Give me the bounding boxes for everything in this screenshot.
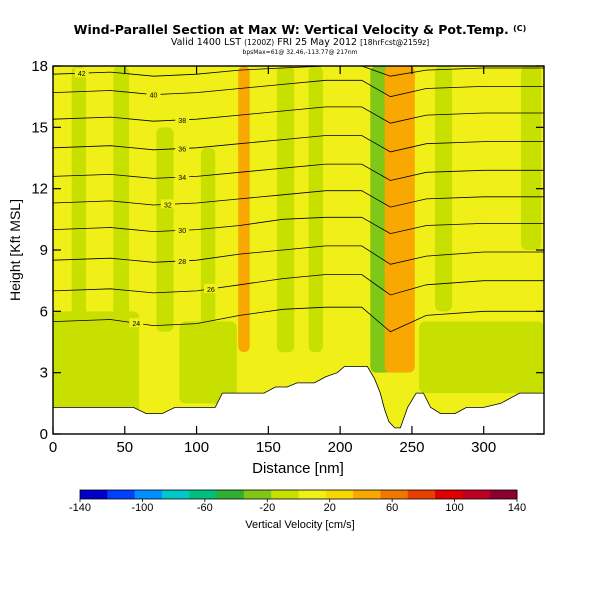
colorbar-tick-label: -100 [131, 502, 153, 514]
colorbar-swatch [271, 490, 299, 499]
terrain-mask [53, 366, 544, 434]
velocity-region-sink-13 [71, 66, 87, 353]
colorbar-swatch [435, 490, 463, 499]
colorbar-tick-label: 100 [445, 502, 463, 514]
valid-time-line: Valid 1400 LST (1200Z) FRI 25 May 2012 [… [170, 37, 430, 48]
theta-label-bg [74, 68, 89, 78]
colorbar-tick-label: 20 [324, 502, 336, 514]
theta-contour-30 [53, 216, 544, 235]
x-tick-label: 100 [184, 439, 209, 456]
theta-label-42: 42 [78, 71, 86, 78]
y-tick-label: 12 [31, 181, 48, 198]
theta-label-bg [203, 283, 218, 293]
velocity-region-low-sink-east [419, 321, 544, 394]
colorbar-swatch [134, 490, 163, 499]
y-tick-label: 18 [31, 58, 48, 75]
velocity-region-sink-78 [156, 127, 174, 332]
x-tick-label: 0 [49, 439, 57, 456]
theta-label-26: 26 [207, 287, 215, 294]
theta-label-bg [175, 114, 190, 124]
velocity-region-sink-47 [113, 66, 130, 322]
theta-label-40: 40 [150, 93, 158, 100]
colorbar-swatch [107, 490, 136, 499]
theta-label-30: 30 [178, 228, 186, 235]
chart-title: Wind-Parallel Section at Max W: Vertical… [73, 22, 527, 37]
x-tick-label: 300 [471, 439, 496, 456]
colorbar-label: Vertical Velocity [cm/s] [245, 519, 354, 531]
x-tick-label: 250 [399, 439, 424, 456]
theta-contour-42 [53, 66, 544, 77]
colorbar-swatch [353, 490, 381, 499]
x-axis-label: Distance [nm] [252, 460, 344, 477]
y-tick-label: 0 [40, 426, 48, 443]
velocity-region-sink-183 [308, 66, 323, 353]
y-tick-label: 6 [40, 303, 48, 320]
colorbar-tick-label: 140 [508, 502, 526, 514]
y-axis-label: Height [Kft MSL] [7, 199, 23, 301]
theta-contour-26 [53, 274, 544, 296]
theta-label-36: 36 [178, 146, 186, 153]
theta-label-bg [175, 225, 190, 235]
theta-label-bg [160, 199, 175, 209]
theta-contour-32 [53, 190, 544, 208]
x-tick-label: 150 [256, 439, 281, 456]
theta-label-24: 24 [132, 321, 140, 328]
theta-contour-28 [53, 245, 544, 265]
theta-label-32: 32 [164, 202, 172, 209]
colorbar-swatch [380, 490, 409, 499]
theta-label-bg [175, 143, 190, 153]
colorbar-swatch [462, 490, 491, 499]
colorbar-swatch [189, 490, 218, 499]
colorbar-swatch [298, 490, 327, 499]
colorbar-tick-label: -60 [197, 502, 213, 514]
velocity-field [53, 66, 544, 434]
theta-label-bg [175, 255, 190, 265]
x-tick-label: 200 [328, 439, 353, 456]
theta-label-bg [146, 89, 161, 99]
velocity-region-sink-270 [434, 66, 453, 312]
y-tick-label: 9 [40, 242, 48, 259]
y-tick-label: 3 [40, 365, 48, 382]
theta-contours: 24 26 28 30 32 34 36 38 40 42 [53, 66, 544, 333]
theta-label-28: 28 [178, 259, 186, 266]
velocity-region-low-sink-mid [179, 321, 237, 404]
theta-label-bg [175, 172, 190, 182]
velocity-region-low-sink-west [53, 311, 140, 414]
theta-label-34: 34 [178, 175, 186, 182]
theta-contour-34 [53, 163, 544, 181]
theta-contour-24 [53, 306, 544, 333]
theta-label-bg [129, 318, 144, 328]
location-line: bpsMax=61@ 32.46,-113.77@ 217nm [242, 49, 358, 56]
terrain-profile [53, 366, 544, 434]
velocity-region-updraft-edge [384, 66, 415, 373]
colorbar-swatch [80, 490, 108, 499]
colorbar: -140 -100 -60 -20 20 60 100 140 [69, 489, 526, 514]
x-tick-label: 50 [116, 439, 133, 456]
colorbar-frame [79, 489, 518, 500]
colorbar-swatch [161, 490, 190, 499]
colorbar-swatch [325, 490, 354, 499]
colorbar-swatch [407, 490, 436, 499]
theta-contour-36 [53, 135, 544, 153]
colorbar-tick-label: -20 [259, 502, 275, 514]
y-tick-label: 15 [31, 119, 48, 136]
colorbar-swatch [216, 490, 245, 499]
colorbar-swatch [489, 490, 518, 499]
colorbar-tick-label: 60 [386, 502, 398, 514]
velocity-region-sink-330 [521, 66, 542, 250]
theta-contour-38 [53, 106, 544, 124]
colorbar-tick-label: -140 [69, 502, 91, 514]
velocity-region-lift-133 [238, 66, 250, 353]
velocity-region-sink-162 [276, 66, 295, 353]
theta-contour-40 [53, 79, 544, 98]
theta-label-38: 38 [178, 118, 186, 125]
colorbar-swatch [243, 490, 272, 499]
